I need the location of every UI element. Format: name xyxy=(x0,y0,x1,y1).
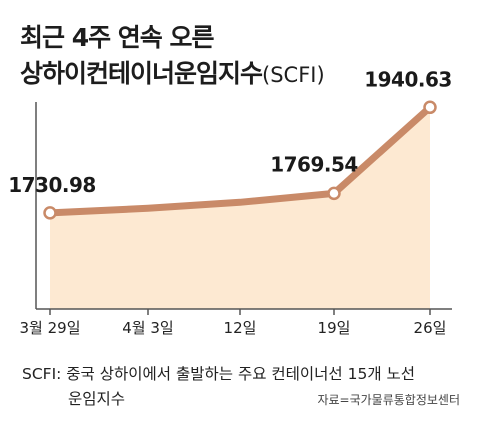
x-tick-label: 12일 xyxy=(224,319,257,337)
line-layer xyxy=(46,103,434,217)
footnote: SCFI: 중국 상하이에서 출발하는 주요 컨테이너선 15개 노선 운임지수 xyxy=(22,362,415,412)
chart-title: 최근 4주 연속 오른 상하이컨테이너운임지수(SCFI) xyxy=(20,20,325,93)
data-label: 1769.54 xyxy=(270,152,358,176)
source-note: 자료=국가물류통합정보센터 xyxy=(317,393,460,407)
x-tick-label: 3월 29일 xyxy=(20,319,81,337)
marker-layer xyxy=(43,100,437,220)
x-tick-label: 4월 3일 xyxy=(122,319,173,337)
axis-layer xyxy=(35,102,452,315)
title-suffix: (SCFI) xyxy=(262,63,325,87)
area-fill xyxy=(50,107,430,309)
data-point xyxy=(327,186,341,201)
label-layer: 3월 29일 4월 3일 12일 19일 26일 1730.98 1769.54 1940.6… xyxy=(8,67,452,337)
footnote-line-2: 운임지수 xyxy=(68,390,126,408)
footnote-line-1: SCFI: 중국 상하이에서 출발하는 주요 컨테이너선 15개 노선 xyxy=(22,365,416,383)
data-label: 1940.63 xyxy=(364,67,452,91)
title-line-1: 최근 4주 연속 오른 xyxy=(20,23,215,52)
x-tick-label: 26일 xyxy=(414,319,447,337)
title-line-2: 상하이컨테이너운임지수(SCFI) xyxy=(20,56,325,93)
x-tick-label: 19일 xyxy=(318,319,351,337)
data-point xyxy=(43,206,57,220)
data-point xyxy=(423,100,437,115)
series-line xyxy=(46,103,434,217)
title-main: 상하이컨테이너운임지수 xyxy=(20,59,263,88)
data-label: 1730.98 xyxy=(8,173,96,197)
area-layer xyxy=(50,107,430,309)
